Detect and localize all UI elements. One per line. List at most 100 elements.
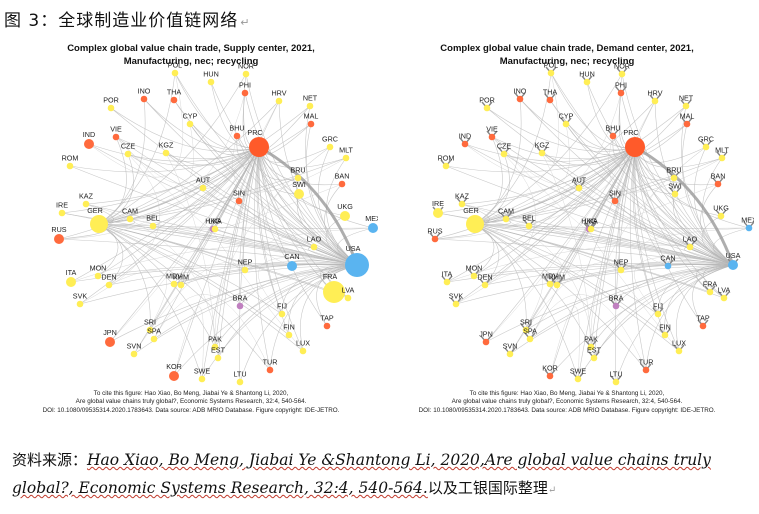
node-por — [107, 104, 115, 112]
edge-line — [474, 146, 636, 225]
edge-line — [445, 165, 734, 266]
node-label-kaz: KAZ — [79, 192, 94, 201]
edge-line — [503, 146, 636, 166]
node-fij — [278, 310, 286, 318]
node-label-tap: TAP — [320, 314, 334, 323]
edge-line — [98, 177, 299, 225]
node-label-sri: SRI — [520, 318, 532, 327]
supply-center-chart: POL HUN NOR PHI INO THA HRV POR NET CYP MAL IND VIE B… — [4, 36, 378, 432]
node-label-prc: PRC — [247, 128, 262, 137]
node-kaz — [82, 200, 90, 208]
node-nor — [242, 70, 250, 78]
edge-line — [473, 262, 734, 277]
node-swi — [294, 189, 304, 199]
edges-layer — [58, 72, 374, 383]
node-fij — [654, 310, 662, 318]
node-den — [481, 281, 489, 289]
edge-line — [253, 146, 271, 371]
node-cyp — [186, 120, 194, 128]
source-note: 资料来源：Hao Xiao, Bo Meng, Jiabai Ye &Shant… — [12, 446, 756, 505]
node-mdv — [170, 280, 178, 288]
node-swe — [574, 375, 582, 383]
labels-layer: POL HUN NOR PHI INO THA HRV POR NET CYP MAL IND VIE B… — [427, 61, 754, 379]
node-label-fin: FIN — [659, 323, 671, 332]
figure-title-text: 图 3：全球制造业价值链网络 — [4, 11, 239, 31]
edge-line — [214, 264, 358, 348]
edge-line — [474, 223, 622, 271]
node-lao — [686, 243, 694, 251]
node-label-bru: BRU — [666, 166, 681, 175]
edge-line — [98, 223, 283, 315]
node-khm — [553, 281, 561, 289]
node-fin — [285, 331, 293, 339]
node-label-pol: POL — [168, 61, 182, 70]
node-phi — [241, 89, 249, 97]
edge-line — [238, 200, 358, 266]
node-svk — [452, 300, 460, 308]
edge-line — [529, 264, 734, 340]
node-label-spa: SPA — [147, 327, 161, 336]
edge-line — [484, 146, 636, 286]
edge-line — [486, 107, 636, 152]
edge-line — [509, 262, 622, 355]
edge-line — [98, 223, 246, 271]
supply-citation-line1: To cite this figure: Hao Xiao, Bo Meng, … — [93, 390, 289, 397]
edge-line — [640, 227, 750, 267]
node-ire — [58, 209, 66, 217]
node-label-can: CAN — [284, 252, 299, 261]
source-suffix: 以及工银国际整理 — [427, 479, 548, 497]
node-label-lva: LVA — [342, 286, 355, 295]
node-label-can: CAN — [660, 254, 675, 263]
edge-line — [634, 146, 725, 299]
node-tap — [699, 322, 707, 330]
node-label-vie: VIE — [486, 125, 498, 134]
node-label-ban: BAN — [711, 172, 726, 181]
node-label-aut: AUT — [196, 176, 211, 185]
edge-line — [474, 177, 675, 225]
node-label-ita: ITA — [66, 268, 77, 277]
node-label-sri: SRI — [144, 318, 156, 327]
edge-line — [505, 146, 636, 220]
node-label-ire: IRE — [56, 201, 68, 210]
node-prc — [249, 137, 269, 157]
edge-line — [485, 100, 656, 343]
edge-line — [578, 187, 734, 266]
node-usa — [728, 260, 738, 270]
edge-line — [79, 264, 358, 305]
node-label-khm: KHM — [549, 273, 565, 282]
node-label-pak: PAK — [584, 335, 598, 344]
edge-line — [217, 146, 260, 359]
edge-line — [61, 146, 260, 214]
edge-line — [474, 223, 680, 352]
node-label-kgz: KGZ — [535, 141, 550, 150]
edge-line — [258, 146, 349, 299]
edge-line — [700, 183, 734, 266]
node-label-lka: LKA — [584, 217, 598, 226]
edge-line — [258, 146, 304, 352]
edge-line — [702, 157, 734, 266]
node-bel — [149, 222, 157, 230]
node-kor — [169, 371, 179, 381]
edge-line — [165, 152, 216, 348]
edge-line — [620, 261, 734, 271]
edge-line — [98, 223, 124, 286]
node-bel — [525, 222, 533, 230]
node-hrv — [275, 97, 283, 105]
edge-line — [109, 100, 280, 343]
node-label-spa: SPA — [523, 327, 537, 336]
edge-line — [98, 146, 260, 225]
node-label-ind: IND — [459, 132, 471, 141]
node-label-bhu: BHU — [229, 124, 244, 133]
node-label-tur: TUR — [263, 358, 278, 367]
node-label-svn: SVN — [127, 342, 142, 351]
node-nep — [617, 266, 625, 274]
edge-line — [258, 146, 358, 266]
node-label-mon: MON — [90, 264, 107, 273]
node-ire — [433, 208, 443, 218]
edge-line — [614, 200, 734, 266]
node-grc — [702, 143, 710, 151]
node-label-mex: MEX — [365, 214, 378, 223]
edge-line — [324, 183, 358, 266]
edge-line — [98, 123, 312, 225]
node-ltu — [612, 378, 620, 386]
